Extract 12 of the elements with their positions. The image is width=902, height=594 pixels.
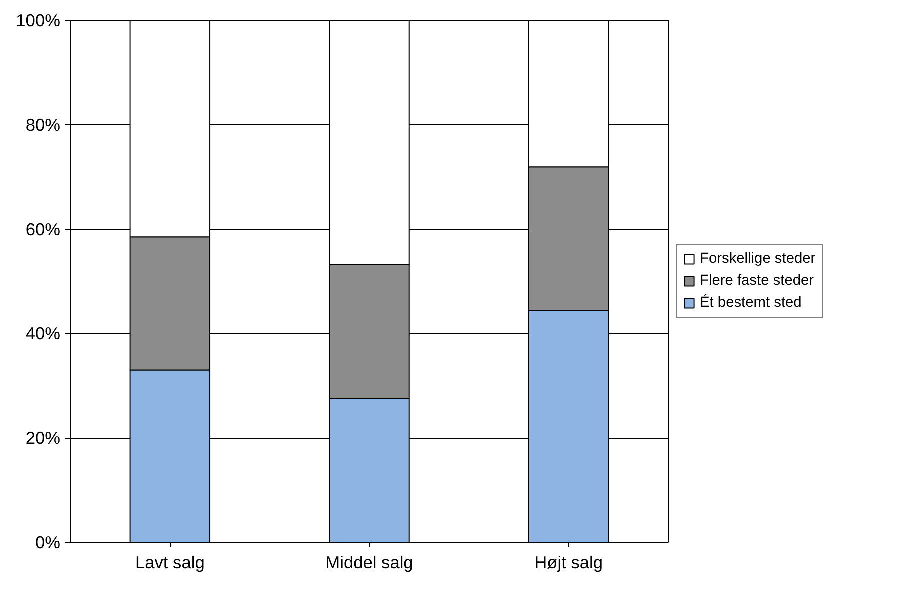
legend-label: Flere faste steder <box>700 273 814 289</box>
x-tick-label: Lavt salg <box>135 552 205 572</box>
y-tick-label: 80% <box>26 114 61 135</box>
y-tick-label: 60% <box>26 219 61 240</box>
y-tick-label: 100% <box>16 10 61 30</box>
x-tick-label: Højt salg <box>534 552 604 572</box>
legend-label: Ét bestemt sted <box>700 295 802 311</box>
legend-label: Forskellige steder <box>700 251 816 267</box>
x-tick-label: Middel salg <box>326 552 414 572</box>
y-tick-label: 40% <box>26 324 61 344</box>
y-tick-label: 20% <box>26 428 61 448</box>
y-tick-label: 0% <box>35 532 60 552</box>
